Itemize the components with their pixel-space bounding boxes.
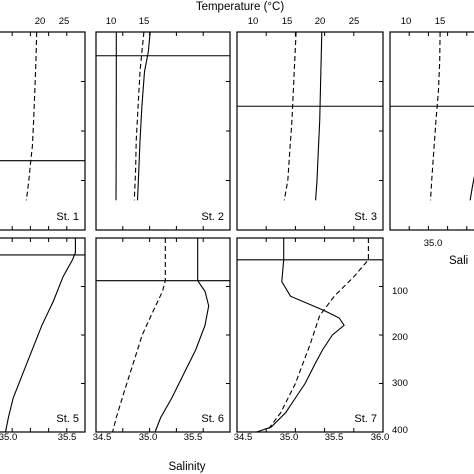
sal-tick-p6-34.5: 34.5 bbox=[93, 432, 112, 443]
salinity-axis-title-partial: Sali bbox=[449, 255, 468, 267]
temp-tick-p4-15: 15 bbox=[435, 16, 446, 27]
depth-tick-100: 100 bbox=[392, 286, 408, 297]
sal-tick-p7-35.0: 35.0 bbox=[280, 432, 299, 443]
sal-tick-p6-35.0: 35.0 bbox=[139, 432, 158, 443]
temp-tick-p2-15: 15 bbox=[139, 16, 150, 27]
station-label-st-6: St. 6 bbox=[201, 413, 224, 425]
sal-tick-p7-36.0: 36.0 bbox=[371, 432, 390, 443]
sal-tick-p5-35.5: 35.5 bbox=[58, 432, 77, 443]
temp-tick-p3-20: 20 bbox=[315, 16, 326, 27]
temperature-profile-st-6 bbox=[112, 238, 166, 433]
sal-tick-p5-35.0: 35.0 bbox=[0, 432, 17, 443]
panel-frame-st-6 bbox=[95, 237, 231, 433]
panel-frame-st-5 bbox=[0, 237, 86, 433]
panel-frame-st-7 bbox=[236, 237, 384, 433]
station-label-st-7: St. 7 bbox=[354, 413, 377, 425]
temperature-profile-st-2 bbox=[133, 31, 145, 201]
temp-tick-p3-25: 25 bbox=[349, 16, 360, 27]
station-label-st-2: St. 2 bbox=[201, 211, 224, 223]
salinity-profile-st-2 bbox=[136, 31, 151, 201]
temperature-axis-title: Temperature (°C) bbox=[196, 1, 284, 13]
panels-layer: St. 1 St. 2 St. 3 St. 5 St. 6 St. 7 bbox=[0, 31, 474, 433]
temperature-profile-st-1 bbox=[25, 31, 38, 201]
temperature-profile-st-4 bbox=[429, 31, 441, 201]
temp-tick-p2-10: 10 bbox=[106, 16, 117, 27]
salinity-profile-st-7 bbox=[256, 238, 345, 433]
temperature-profile-st-3 bbox=[283, 31, 297, 201]
temp-tick-p3-10: 10 bbox=[248, 16, 259, 27]
panel-frame-st-4 bbox=[389, 31, 474, 231]
station-label-st-5: St. 5 bbox=[56, 413, 79, 425]
temp-tick-p3-15: 15 bbox=[282, 16, 293, 27]
temp-tick-p1-20: 20 bbox=[35, 16, 46, 27]
temp-tick-p4-10: 10 bbox=[401, 16, 412, 27]
station-label-st-3: St. 3 bbox=[354, 211, 377, 223]
sal-tick-p6-35.5: 35.5 bbox=[184, 432, 203, 443]
salinity-profile-st-6 bbox=[154, 238, 210, 433]
panel-frame-st-3 bbox=[236, 31, 384, 231]
sal-tick-p7-34.5: 34.5 bbox=[234, 432, 253, 443]
salinity-axis-title: Salinity bbox=[168, 461, 205, 473]
depth-tick-300: 300 bbox=[392, 378, 408, 389]
panel-frame-st-1 bbox=[0, 31, 86, 231]
salinity-profile-st-4 bbox=[469, 175, 474, 201]
temp-tick-p1-25: 25 bbox=[59, 16, 70, 27]
depth-tick-200: 200 bbox=[392, 332, 408, 343]
salinity-profile-st-3 bbox=[315, 31, 323, 201]
salinity-profile-st-5 bbox=[4, 238, 76, 433]
depth-tick-400: 400 bbox=[392, 425, 408, 436]
sal-tick-p7-35.5: 35.5 bbox=[325, 432, 344, 443]
sal-tick-p4-35.0: 35.0 bbox=[424, 238, 443, 249]
station-label-st-1: St. 1 bbox=[56, 211, 79, 223]
temperature-profile-st-7 bbox=[265, 238, 369, 433]
